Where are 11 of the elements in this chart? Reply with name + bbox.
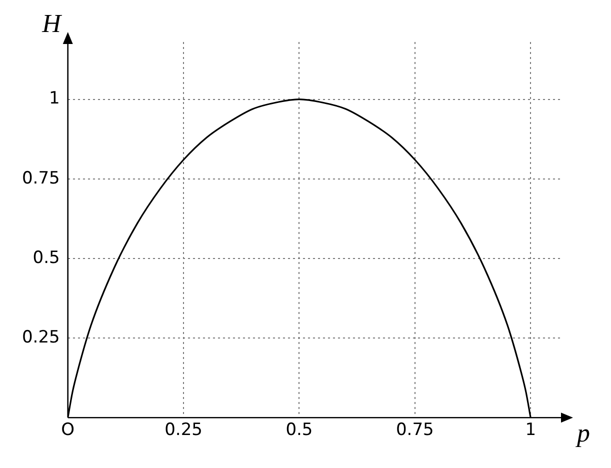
y-axis-title: H	[41, 8, 62, 38]
x-tick-label: 0.75	[396, 420, 434, 440]
y-tick-label: 1	[49, 88, 60, 109]
x-tick-label: 1	[525, 420, 536, 440]
y-tick-label: 0.25	[22, 327, 60, 348]
y-tick-label: 0.75	[22, 168, 60, 188]
x-tick-label: 0.5	[286, 420, 313, 440]
x-tick-label: 0.25	[164, 420, 202, 440]
y-tick-label: 0.5	[32, 248, 60, 268]
x-tick-label: O	[61, 420, 75, 440]
x-axis-title: p	[575, 418, 590, 448]
